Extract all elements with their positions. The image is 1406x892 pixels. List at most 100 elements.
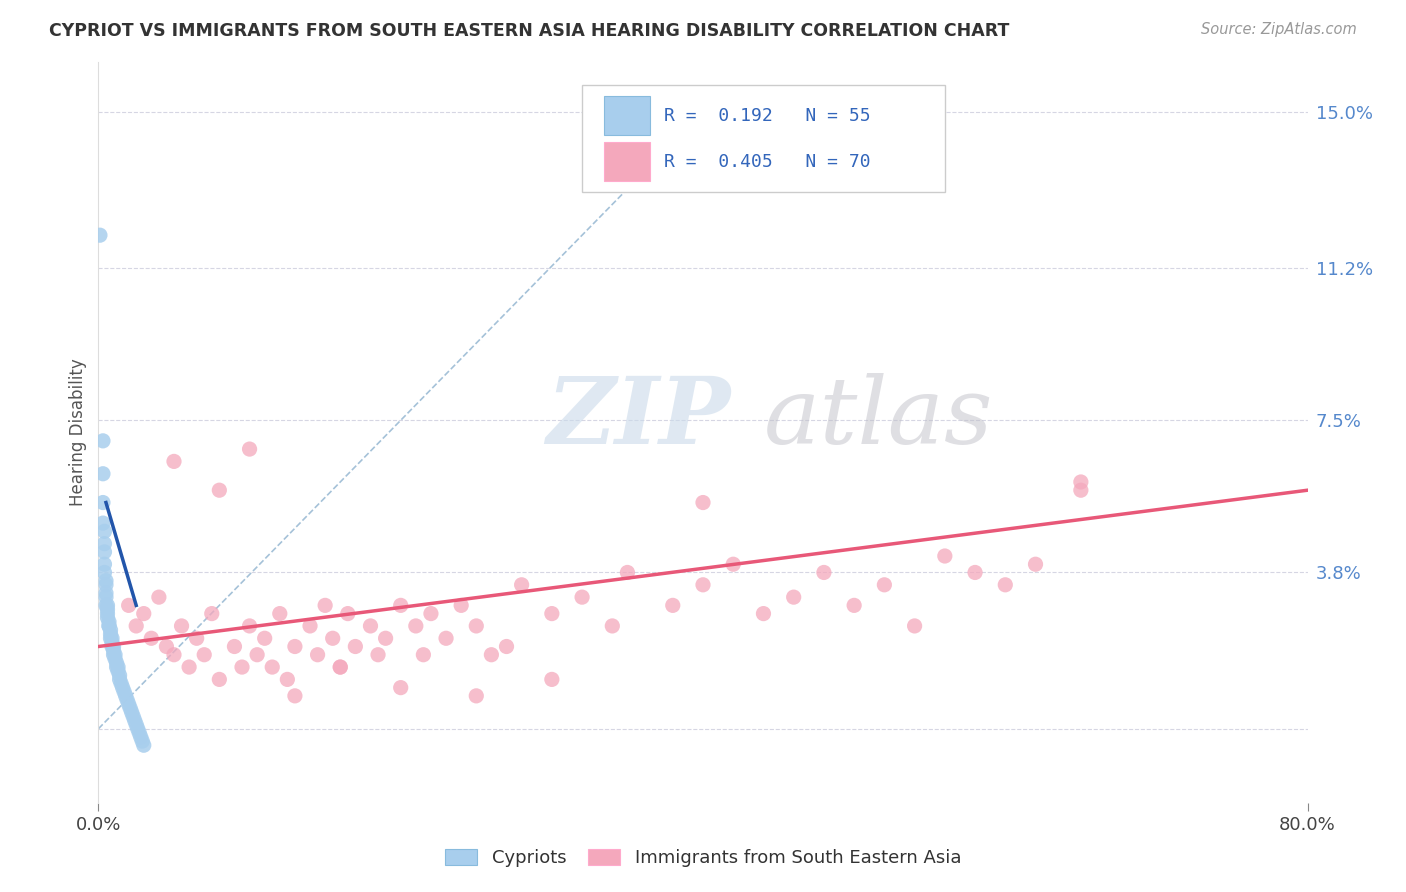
Point [873,578,896,592]
Point [253,632,276,646]
Point [420,607,443,621]
Point [405,619,427,633]
Point [94,574,117,588]
Point [163,648,186,662]
Point [148,590,170,604]
Point [132,607,155,621]
Point [322,632,344,646]
Point [540,607,562,621]
Point [114,689,136,703]
Point [752,607,775,621]
Point [269,607,291,621]
Point [111,681,134,695]
FancyBboxPatch shape [603,96,650,135]
Point [602,619,624,633]
Point [105,660,128,674]
Point [163,454,186,468]
Point [105,656,128,670]
Point [141,632,163,646]
Text: R =  0.405   N = 70: R = 0.405 N = 70 [664,153,870,170]
Point [115,693,138,707]
Point [91,516,114,530]
Point [101,640,124,654]
Point [965,566,987,580]
Point [616,566,638,580]
Point [329,660,352,674]
Point [465,619,488,633]
Point [844,599,866,613]
Text: atlas: atlas [763,373,993,463]
Point [104,648,127,662]
Point [540,673,562,687]
Text: R =  0.192   N = 55: R = 0.192 N = 55 [664,107,870,125]
Point [1070,483,1092,498]
Point [284,640,307,654]
Point [112,685,135,699]
Point [132,738,155,752]
Point [186,632,208,646]
Point [125,619,148,633]
Point [100,627,122,641]
Point [412,648,434,662]
Point [465,689,488,703]
Point [127,722,149,736]
Point [93,536,115,550]
Y-axis label: Hearing Disability: Hearing Disability [69,359,87,507]
FancyBboxPatch shape [603,143,650,181]
Point [125,717,148,731]
Point [107,660,129,674]
Point [208,483,231,498]
Point [510,578,533,592]
Point [120,701,142,715]
Text: Source: ZipAtlas.com: Source: ZipAtlas.com [1201,22,1357,37]
Point [329,660,352,674]
Point [110,676,132,690]
Point [96,599,118,613]
Point [98,619,121,633]
Point [101,635,124,649]
Point [193,648,215,662]
Point [336,607,359,621]
Point [91,467,114,481]
Point [118,599,141,613]
Point [118,697,141,711]
Point [94,586,117,600]
Point [389,599,412,613]
Point [94,578,117,592]
Point [389,681,412,695]
Point [98,619,121,633]
Point [276,673,298,687]
Point [495,640,517,654]
Point [239,442,262,456]
Point [307,648,329,662]
Point [481,648,503,662]
Point [367,648,389,662]
Point [91,434,114,448]
Point [434,632,457,646]
Point [571,590,593,604]
Point [108,673,131,687]
Point [91,495,114,509]
Point [231,660,253,674]
Point [284,689,307,703]
Point [155,640,177,654]
Point [107,664,129,678]
Point [131,734,153,748]
Point [93,545,115,559]
Point [129,730,152,744]
Point [374,632,396,646]
Point [208,673,231,687]
Point [128,726,150,740]
Point [1070,475,1092,489]
Point [692,495,714,509]
Point [179,660,201,674]
Point [813,566,835,580]
Point [104,652,127,666]
Text: ZIP: ZIP [546,373,730,463]
Point [201,607,224,621]
Point [101,632,124,646]
Point [93,566,115,580]
Point [94,599,117,613]
Point [239,619,262,633]
Point [692,578,714,592]
